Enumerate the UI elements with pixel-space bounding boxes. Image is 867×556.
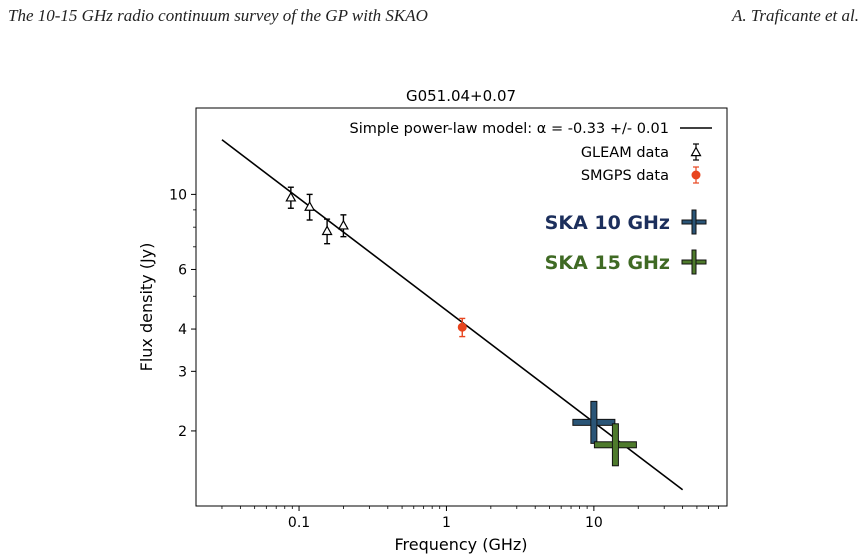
legend-ska-marker (681, 209, 707, 235)
ska-cross-marker-center (591, 419, 597, 425)
gleam-point (304, 200, 316, 211)
gleam-point (321, 225, 333, 236)
legend-ska-label: SKA 10 GHz (545, 212, 670, 234)
legend-smgps-marker (691, 170, 701, 180)
x-tick-label: 10 (585, 515, 603, 531)
legend-ska-label: SKA 15 GHz (545, 252, 670, 274)
legend-gleam-marker (690, 146, 702, 157)
power-law-model-line (221, 139, 684, 491)
y-axis-label: Flux density (Jy) (137, 243, 156, 372)
x-axis-label: Frequency (GHz) (394, 535, 527, 554)
smgps-point (457, 322, 467, 332)
running-head-title: The 10-15 GHz radio continuum survey of … (8, 6, 428, 25)
legend-ska-marker-center (692, 220, 696, 224)
gleam-point (285, 191, 297, 202)
running-head-authors: A. Traficante et al. (731, 6, 859, 25)
y-tick-label: 6 (178, 262, 187, 278)
y-tick-label: 4 (178, 322, 187, 338)
legend-gleam-label: GLEAM data (581, 145, 669, 161)
legend-ska-marker-center (692, 260, 696, 264)
running-head: The 10-15 GHz radio continuum survey of … (8, 6, 859, 32)
legend-smgps-label: SMGPS data (581, 168, 669, 184)
y-tick-label: 10 (169, 187, 187, 203)
x-tick-label: 0.1 (288, 515, 310, 531)
legend-model-label: Simple power-law model: α = -0.33 +/- 0.… (350, 121, 669, 137)
chart-title: G051.04+0.07 (406, 87, 516, 105)
legend: Simple power-law model: α = -0.33 +/- 0.… (350, 121, 712, 275)
y-tick-label: 2 (178, 424, 187, 440)
ska-cross-marker (572, 400, 616, 444)
gleam-point (337, 219, 349, 230)
ska-cross-marker (593, 423, 637, 467)
x-tick-label: 1 (442, 515, 451, 531)
plot-frame (195, 107, 728, 507)
y-tick-label: 3 (178, 364, 187, 380)
ska-cross-marker-center (612, 442, 618, 448)
legend-ska-marker (681, 249, 707, 275)
